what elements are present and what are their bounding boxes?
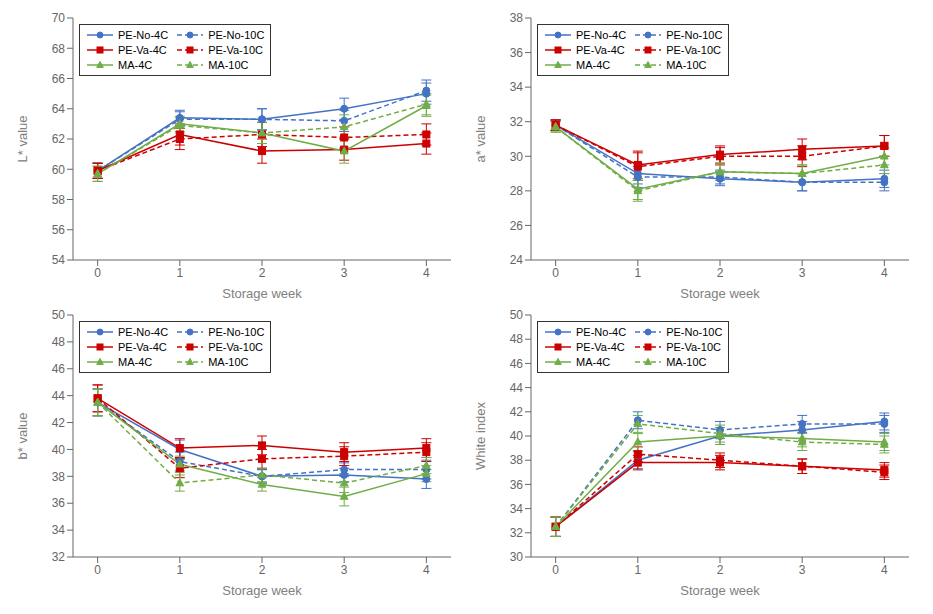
svg-text:2: 2 xyxy=(259,266,266,280)
html-text:PE-No-4C: PE-No-4C xyxy=(576,326,627,338)
svg-text:0: 0 xyxy=(94,563,101,577)
svg-text:1: 1 xyxy=(176,266,183,280)
svg-text:50: 50 xyxy=(510,308,524,322)
svg-text:2: 2 xyxy=(717,563,724,577)
svg-text:38: 38 xyxy=(510,11,524,25)
svg-text:24: 24 xyxy=(510,253,524,267)
html-text:PE-No-10C: PE-No-10C xyxy=(208,326,265,338)
html-text:PE-Va-10C: PE-Va-10C xyxy=(666,44,721,56)
svg-text:50: 50 xyxy=(52,308,66,322)
svg-text:36: 36 xyxy=(510,478,524,492)
svg-text:3: 3 xyxy=(799,563,806,577)
svg-text:36: 36 xyxy=(510,46,524,60)
html-text:MA-4C: MA-4C xyxy=(576,356,611,368)
svg-text:3: 3 xyxy=(799,266,806,280)
html-text:PE-Va-10C: PE-Va-10C xyxy=(666,341,721,353)
svg-text:b* value: b* value xyxy=(15,413,30,460)
svg-text:L* value: L* value xyxy=(15,116,30,163)
svg-text:46: 46 xyxy=(510,357,524,371)
svg-text:30: 30 xyxy=(510,150,524,164)
html-text:MA-4C: MA-4C xyxy=(118,356,153,368)
svg-text:46: 46 xyxy=(52,362,66,376)
svg-text:3: 3 xyxy=(341,266,348,280)
svg-text:0: 0 xyxy=(94,266,101,280)
svg-text:4: 4 xyxy=(423,563,430,577)
svg-text:36: 36 xyxy=(52,496,66,510)
html-text:PE-No-4C: PE-No-4C xyxy=(118,326,169,338)
html-text:MA-10C: MA-10C xyxy=(666,59,707,71)
html-text:PE-No-10C: PE-No-10C xyxy=(666,326,723,338)
svg-text:70: 70 xyxy=(52,11,66,25)
html-text:MA-4C: MA-4C xyxy=(118,59,153,71)
svg-text:64: 64 xyxy=(52,102,66,116)
svg-text:32: 32 xyxy=(52,550,66,564)
svg-text:4: 4 xyxy=(881,563,888,577)
svg-text:34: 34 xyxy=(510,502,524,516)
svg-text:40: 40 xyxy=(52,443,66,457)
html-text:PE-Va-10C: PE-Va-10C xyxy=(208,341,263,353)
svg-text:1: 1 xyxy=(634,266,641,280)
svg-text:42: 42 xyxy=(52,416,66,430)
svg-text:3: 3 xyxy=(341,563,348,577)
html-text:PE-Va-4C: PE-Va-4C xyxy=(576,341,625,353)
svg-text:48: 48 xyxy=(52,335,66,349)
html-text:PE-Va-10C: PE-Va-10C xyxy=(208,44,263,56)
html-text:PE-No-4C: PE-No-4C xyxy=(576,29,627,41)
svg-text:Storage week: Storage week xyxy=(680,286,760,301)
svg-text:44: 44 xyxy=(510,381,524,395)
html-text:MA-10C: MA-10C xyxy=(208,356,249,368)
svg-text:40: 40 xyxy=(510,429,524,443)
svg-text:44: 44 xyxy=(52,389,66,403)
html-text:MA-10C: MA-10C xyxy=(666,356,707,368)
svg-text:66: 66 xyxy=(52,72,66,86)
svg-text:58: 58 xyxy=(52,193,66,207)
svg-text:0: 0 xyxy=(552,563,559,577)
svg-text:1: 1 xyxy=(176,563,183,577)
html-text:PE-No-4C: PE-No-4C xyxy=(118,29,169,41)
svg-text:48: 48 xyxy=(510,332,524,346)
svg-text:60: 60 xyxy=(52,163,66,177)
svg-text:32: 32 xyxy=(510,526,524,540)
svg-text:Storage week: Storage week xyxy=(222,583,302,598)
svg-text:2: 2 xyxy=(259,563,266,577)
html-text:MA-4C: MA-4C xyxy=(576,59,611,71)
svg-text:34: 34 xyxy=(510,80,524,94)
html-text:PE-Va-4C: PE-Va-4C xyxy=(118,44,167,56)
svg-text:Storage week: Storage week xyxy=(680,583,760,598)
svg-text:a* value: a* value xyxy=(473,116,488,163)
svg-text:4: 4 xyxy=(881,266,888,280)
svg-text:2: 2 xyxy=(717,266,724,280)
svg-text:26: 26 xyxy=(510,219,524,233)
html-text:PE-No-10C: PE-No-10C xyxy=(666,29,723,41)
html-text:PE-Va-4C: PE-Va-4C xyxy=(576,44,625,56)
svg-text:62: 62 xyxy=(52,132,66,146)
svg-text:1: 1 xyxy=(634,563,641,577)
svg-text:68: 68 xyxy=(52,42,66,56)
svg-text:56: 56 xyxy=(52,223,66,237)
svg-text:38: 38 xyxy=(52,470,66,484)
svg-text:38: 38 xyxy=(510,453,524,467)
svg-text:0: 0 xyxy=(552,266,559,280)
svg-text:34: 34 xyxy=(52,523,66,537)
svg-text:28: 28 xyxy=(510,184,524,198)
html-text:PE-No-10C: PE-No-10C xyxy=(208,29,265,41)
svg-text:30: 30 xyxy=(510,550,524,564)
html-text:MA-10C: MA-10C xyxy=(208,59,249,71)
svg-text:4: 4 xyxy=(423,266,430,280)
svg-text:32: 32 xyxy=(510,115,524,129)
svg-text:White index: White index xyxy=(473,402,488,470)
svg-text:54: 54 xyxy=(52,253,66,267)
svg-text:42: 42 xyxy=(510,405,524,419)
svg-text:Storage week: Storage week xyxy=(222,286,302,301)
html-text:PE-Va-4C: PE-Va-4C xyxy=(118,341,167,353)
